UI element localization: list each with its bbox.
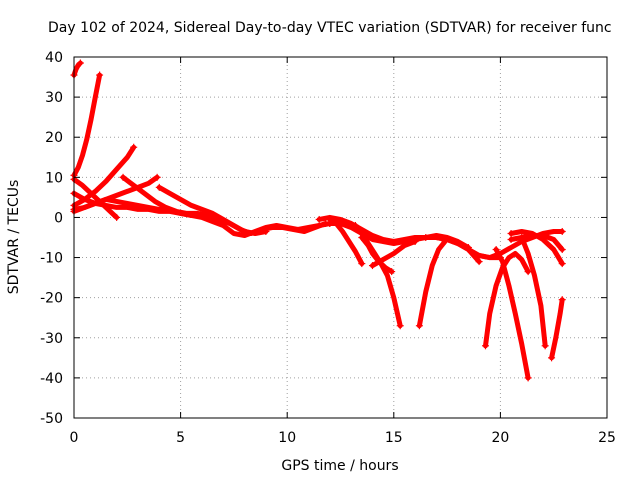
data-series-group — [70, 59, 566, 382]
data-line-arc-20 — [493, 247, 531, 381]
data-line-arc-18 — [465, 229, 565, 261]
y-tick-label: -20 — [40, 291, 63, 307]
data-line-arc-5 — [71, 176, 120, 220]
data-line-arc-15 — [370, 239, 418, 269]
data-line-arc-9 — [156, 184, 269, 236]
series-arc-23 — [518, 234, 549, 350]
data-line-arc-16 — [416, 239, 448, 329]
series-arc-15 — [368, 238, 419, 270]
plot-frame — [73, 56, 608, 419]
data-line-arc-23 — [519, 235, 548, 349]
series-arc-19 — [481, 251, 532, 350]
y-tick-label: 20 — [45, 130, 63, 146]
series-arc-20 — [492, 246, 532, 382]
y-tick-label: -10 — [40, 251, 63, 267]
y-tick-label: 0 — [54, 210, 63, 226]
data-line-arc-24 — [549, 297, 565, 361]
y-tick-label: -30 — [40, 331, 63, 347]
x-tick-label: 20 — [491, 430, 509, 446]
x-tick-label: 25 — [598, 430, 616, 446]
y-tick-label: -40 — [40, 371, 63, 387]
x-tick-label: 10 — [278, 430, 296, 446]
data-line-arc-14 — [359, 235, 395, 275]
y-axis-label: SDTVAR / TECUs — [6, 180, 22, 295]
y-tick-label: 40 — [45, 50, 63, 66]
y-tick-label: 30 — [45, 90, 63, 106]
data-line-arc-1 — [71, 60, 83, 78]
data-line-arc-19 — [483, 251, 531, 349]
series-arc-14 — [358, 234, 396, 276]
data-line-arc-2 — [71, 72, 103, 178]
y-tick-label: -50 — [40, 411, 63, 427]
series-arc-9 — [155, 183, 270, 236]
x-tick-label: 0 — [70, 430, 79, 446]
axis-ticks — [73, 56, 608, 419]
chart-title: Day 102 of 2024, Sidereal Day-to-day VTE… — [48, 20, 612, 36]
series-arc-24 — [548, 296, 566, 362]
series-arc-12 — [326, 215, 366, 268]
grid-lines — [74, 57, 607, 418]
x-tick-label: 5 — [176, 430, 185, 446]
axis-tick-labels: 0 5 10 15 20 25 -50 -40 -30 -20 -10 0 10 20 30 40 — [40, 50, 616, 446]
x-tick-label: 15 — [385, 430, 403, 446]
x-axis-label: GPS time / hours — [281, 458, 398, 474]
series-arc-22 — [507, 229, 566, 268]
data-line-arc-12 — [327, 216, 365, 267]
series-arc-18 — [464, 227, 566, 261]
y-tick-label: 10 — [45, 170, 63, 186]
data-line-arc-22 — [508, 229, 565, 267]
